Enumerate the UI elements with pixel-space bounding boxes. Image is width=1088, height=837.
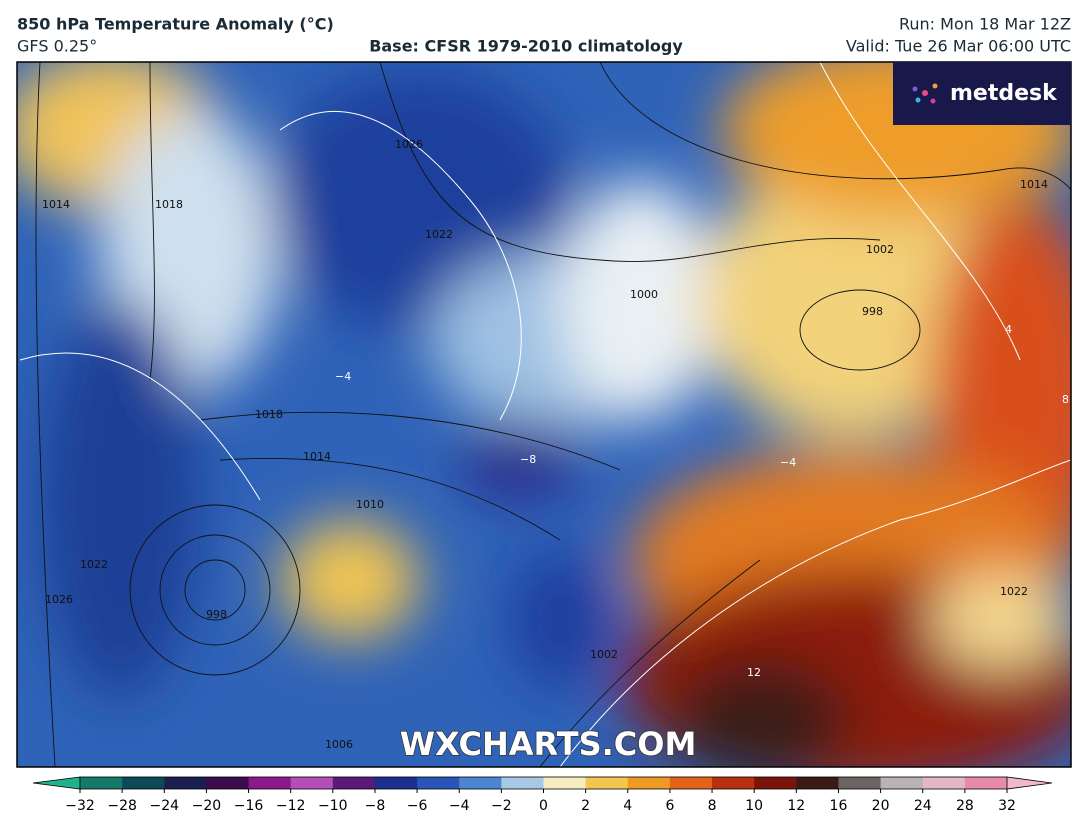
watermark: WXCHARTS.COM: [400, 725, 697, 763]
colorbar-segment: [880, 777, 924, 789]
colorbar-low: [32, 776, 81, 790]
colorbar-segment: [754, 777, 797, 789]
map: 1014 1018 1026 1022 1002 998 1000 1018 1…: [17, 62, 1071, 767]
valid: Valid: Tue 26 Mar 06:00 UTC: [846, 37, 1071, 56]
colorbar: −32 −28 −24 −20 −16 −12 −10 −8 −6 −4 −2 0 2 4 6 8 10 12 16…: [32, 776, 1053, 814]
colorbar-tick-label: 32: [998, 798, 1016, 814]
colorbar-tick-label: −10: [318, 798, 348, 814]
colorbar-segment: [627, 777, 671, 789]
colorbar-segment: [417, 777, 460, 789]
colorbar-tick-label: −4: [449, 798, 470, 814]
contour-label: 12: [747, 666, 761, 679]
colorbar-segment: [459, 777, 502, 789]
colorbar-segment: [122, 777, 165, 789]
contour-label: 1014: [42, 198, 70, 211]
colorbar-tick-label: 16: [830, 798, 848, 814]
contour-label: −4: [780, 456, 796, 469]
contour-label: 1022: [425, 228, 453, 241]
colorbar-segment: [964, 777, 1008, 789]
run: Run: Mon 18 Mar 12Z: [899, 15, 1071, 34]
contour-label: −8: [520, 453, 536, 466]
colorbar-tick-label: −20: [192, 798, 222, 814]
colorbar-tick-label: 0: [539, 798, 548, 814]
contour-label: 1022: [1000, 585, 1028, 598]
colorbar-segment: [796, 777, 839, 789]
colorbar-segment: [838, 777, 882, 789]
contour-label: 1022: [80, 558, 108, 571]
contour-label: 1026: [395, 138, 423, 151]
contour-label: 8: [1062, 393, 1069, 406]
colorbar-segment: [290, 777, 334, 789]
model: GFS 0.25°: [17, 37, 97, 56]
logo-icon: [912, 83, 938, 104]
colorbar-segment: [374, 777, 418, 789]
colorbar-tick-label: −28: [107, 798, 137, 814]
contour-label: 998: [862, 305, 883, 318]
colorbar-tick-label: −6: [407, 798, 428, 814]
contour-label: 1006: [325, 738, 353, 751]
contour-label: 1018: [155, 198, 183, 211]
contour-label: 1010: [356, 498, 384, 511]
colorbar-tick-label: 2: [581, 798, 590, 814]
colorbar-tick-label: −12: [276, 798, 306, 814]
colorbar-tick-label: 20: [872, 798, 890, 814]
colorbar-segment: [669, 777, 713, 789]
colorbar-tick-label: 12: [787, 798, 805, 814]
contour-label: 1014: [1020, 178, 1048, 191]
colorbar-segment: [712, 777, 755, 789]
colorbar-tick-label: 8: [708, 798, 717, 814]
title: 850 hPa Temperature Anomaly (°C): [17, 15, 334, 34]
colorbar-high: [1006, 776, 1053, 790]
contour-label: 4: [1005, 323, 1012, 336]
colorbar-segment: [922, 777, 966, 789]
colorbar-tick-label: 6: [665, 798, 674, 814]
colorbar-segment: [164, 777, 207, 789]
contour-label: 1026: [45, 593, 73, 606]
colorbar-tick-label: −24: [149, 798, 179, 814]
contour-label: 1002: [866, 243, 894, 256]
colorbar-segment: [80, 777, 123, 789]
colorbar-tick-label: 24: [914, 798, 932, 814]
colorbar-segment: [585, 777, 629, 789]
colorbar-segment: [501, 777, 544, 789]
colorbar-segment: [543, 777, 587, 789]
colorbar-tick-label: −2: [491, 798, 512, 814]
base: Base: CFSR 1979-2010 climatology: [369, 37, 683, 56]
colorbar-tick-label: 4: [623, 798, 632, 814]
colorbar-segment: [206, 777, 250, 789]
contour-label: 998: [206, 608, 227, 621]
contour-label: 1018: [255, 408, 283, 421]
colorbar-tick-label: −8: [365, 798, 386, 814]
colorbar-tick-label: −32: [65, 798, 95, 814]
contour-label: 1000: [630, 288, 658, 301]
colorbar-tick-label: 28: [956, 798, 974, 814]
colorbar-tick-label: 10: [745, 798, 763, 814]
colorbar-segment: [248, 777, 292, 789]
colorbar-segment: [332, 777, 376, 789]
logo: metdesk: [950, 81, 1058, 106]
colorbar-tick-label: −16: [234, 798, 264, 814]
contour-label: 1002: [590, 648, 618, 661]
contour-label: −4: [335, 370, 351, 383]
contour-label: 1014: [303, 450, 331, 463]
